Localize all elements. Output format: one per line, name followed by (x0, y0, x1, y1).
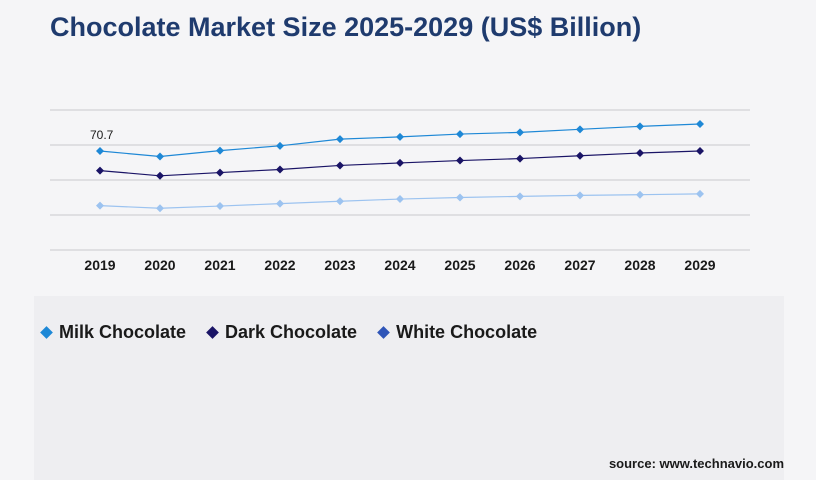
data-point (156, 152, 164, 161)
legend-marker-icon (206, 326, 219, 339)
data-point (576, 191, 584, 200)
data-point (696, 120, 704, 128)
data-point (516, 154, 524, 163)
data-point (456, 156, 464, 165)
chart-title: Chocolate Market Size 2025-2029 (US$ Bil… (50, 12, 642, 42)
legend-marker-icon (40, 326, 53, 339)
x-tick-label: 2026 (504, 257, 535, 273)
data-point (696, 147, 704, 156)
legend-item-dark-chocolate: Dark Chocolate (206, 322, 357, 343)
data-point (156, 204, 164, 213)
data-point (636, 122, 644, 131)
data-point (216, 202, 224, 211)
x-tick-label: 2021 (204, 257, 235, 273)
data-point (216, 146, 224, 155)
data-point (216, 168, 224, 177)
line-chart: 2019 2020 2021 2022 2023 2024 2025 2026 2027 2028… (50, 109, 750, 273)
data-point (396, 195, 404, 204)
legend-marker-icon (377, 326, 390, 339)
data-point (276, 141, 284, 150)
data-point (456, 130, 464, 139)
data-point (336, 197, 344, 206)
data-point (576, 125, 584, 134)
x-tick-label: 2028 (624, 257, 655, 273)
legend-panel (34, 296, 784, 480)
data-point (516, 128, 524, 137)
x-tick-label: 2027 (564, 257, 595, 273)
x-tick-label: 2024 (384, 257, 415, 273)
chart-legend: Milk Chocolate Dark Chocolate White Choc… (40, 322, 557, 343)
x-tick-label: 2023 (324, 257, 355, 273)
data-point (396, 132, 404, 141)
x-tick-label: 2029 (684, 257, 715, 273)
legend-label: White Chocolate (396, 322, 538, 342)
data-point (96, 201, 104, 210)
legend-label: Dark Chocolate (225, 322, 358, 342)
data-point (276, 199, 284, 208)
data-point (276, 165, 284, 174)
data-point (636, 190, 644, 199)
data-point (456, 193, 464, 202)
data-point (576, 151, 584, 160)
data-point (396, 158, 404, 167)
x-tick-label: 2020 (144, 257, 175, 273)
data-point (156, 171, 164, 180)
data-point (336, 135, 344, 144)
data-point (636, 148, 644, 157)
x-tick-label: 2022 (264, 257, 295, 273)
x-tick-label: 2025 (444, 257, 475, 273)
data-point (516, 192, 524, 201)
legend-item-white-chocolate: White Chocolate (377, 322, 537, 343)
data-point (96, 166, 104, 175)
data-point (336, 161, 344, 170)
data-point (96, 147, 104, 156)
data-label: 70.7 (90, 128, 114, 142)
data-point (696, 189, 704, 198)
legend-item-milk-chocolate: Milk Chocolate (40, 322, 186, 343)
source-credit: source: www.technavio.com (608, 456, 784, 471)
legend-label: Milk Chocolate (59, 322, 187, 342)
x-tick-label: 2019 (84, 257, 115, 273)
